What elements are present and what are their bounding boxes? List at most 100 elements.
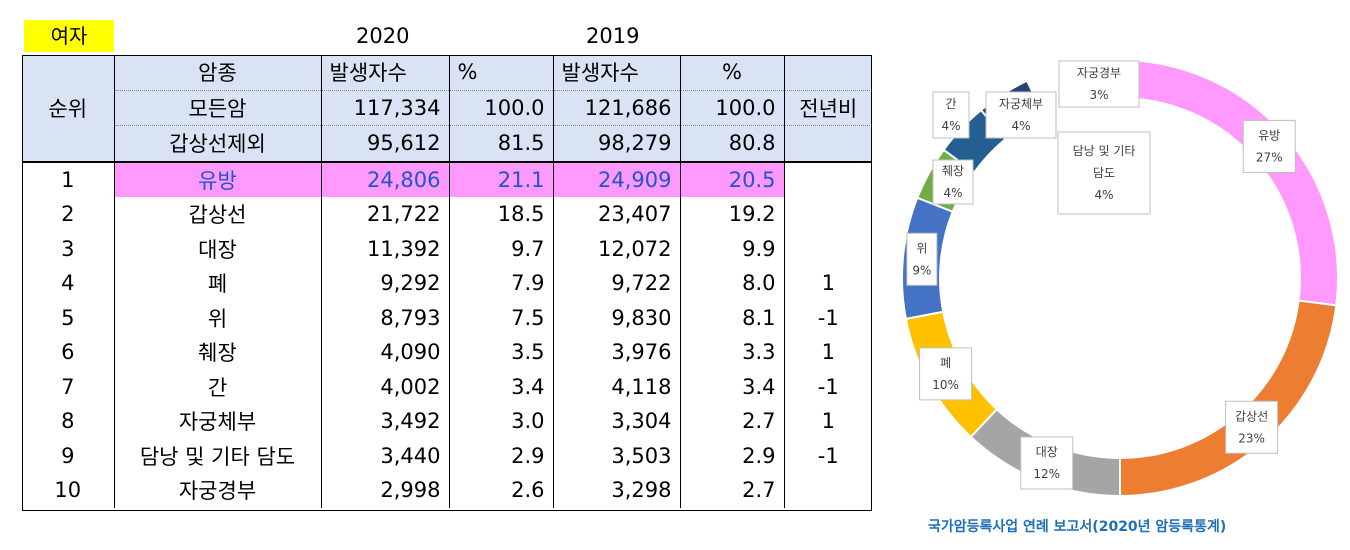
count-2020-cell: 3,492: [320, 404, 449, 439]
year-2019-label: 2019: [586, 24, 640, 48]
data-label-category: 자궁경부: [1077, 66, 1121, 80]
pct-2019-header: %: [679, 55, 784, 91]
count-2019-cell: 9,722: [552, 266, 680, 301]
cancer-incidence-table: 암종 발생자수 % 발생자수 % 순위 모든암 117,334 100.0 12…: [22, 55, 872, 508]
table-row: 1 유방 24,806 21.1 24,909 20.5: [22, 161, 872, 197]
table-row: 2 갑상선 21,722 18.5 23,407 19.2: [22, 197, 872, 232]
data-label-box: [1242, 119, 1296, 173]
summary-name: 모든암: [113, 90, 321, 126]
pct-2020-cell: 2.6: [448, 473, 553, 508]
cancer-name-cell: 자궁체부: [113, 404, 321, 439]
table-row: 6 췌장 4,090 3.5 3,976 3.3 1: [22, 335, 872, 370]
count-2019-cell: 3,298: [552, 473, 680, 508]
count-2020-cell: 21,722: [320, 197, 449, 232]
data-label: 폐 10%: [919, 347, 973, 401]
change-cell: [783, 197, 872, 232]
change-cell: -1: [783, 369, 872, 404]
table-row: 5 위 8,793 7.5 9,830 8.1 -1: [22, 300, 872, 335]
data-label-value: 12%: [1033, 467, 1060, 481]
data-label-value: 4%: [941, 119, 960, 133]
rank-cell: 8: [61, 409, 75, 434]
data-label: 간 4%: [932, 91, 970, 139]
summary-count-2020: 117,334: [320, 90, 449, 126]
rank-cell: 9: [61, 443, 75, 468]
change-cell: 1: [783, 266, 872, 301]
count-2019-cell: 3,503: [552, 438, 680, 473]
count-2020-cell: 11,392: [320, 231, 449, 266]
change-cell: 1: [783, 404, 872, 439]
source-caption: 국가암등록사업 연례 보고서(2020년 암등록통계): [928, 519, 1227, 535]
data-label-category: 위: [916, 241, 927, 255]
summary-pct-2019: 100.0: [679, 90, 784, 126]
data-label-value: 3%: [1089, 88, 1108, 102]
table-row: 10 자궁경부 2,998 2.6 3,298 2.7: [22, 473, 872, 508]
rank-cell: 6: [61, 340, 75, 365]
count-2019-cell: 3,976: [552, 335, 680, 370]
count-2020-header: 발생자수: [320, 55, 449, 91]
count-2019-cell: 24,909: [552, 161, 680, 197]
pct-2019-cell: 19.2: [679, 197, 784, 232]
data-label-value: 4%: [1011, 119, 1030, 133]
pct-2020-cell: 7.9: [448, 266, 553, 301]
summary-row: 순위 모든암 117,334 100.0 121,686 100.0 전년비: [22, 90, 872, 126]
cancer-name-cell: 간: [113, 369, 321, 404]
pct-2020-cell: 7.5: [448, 300, 553, 335]
cancer-name-cell: 갑상선: [113, 197, 321, 232]
count-2019-cell: 9,830: [552, 300, 680, 335]
data-label-category: 자궁체부: [999, 97, 1043, 111]
data-label: 자궁경부 3%: [1058, 60, 1140, 108]
change-header-bottom: [783, 125, 872, 163]
count-2020-cell: 2,998: [320, 473, 449, 508]
count-2019-cell: 12,072: [552, 231, 680, 266]
data-label-category: 폐: [940, 356, 951, 370]
pct-2019-cell: 2.7: [679, 404, 784, 439]
count-2020-cell: 4,002: [320, 369, 449, 404]
summary-count-2020: 95,612: [320, 125, 449, 163]
data-label-value: 23%: [1238, 431, 1265, 445]
data-label-category: 담낭 및 기타: [1073, 144, 1136, 158]
data-label-box: [919, 347, 973, 401]
rank-cell: 7: [61, 374, 75, 399]
cancer-name-cell: 유방: [113, 161, 321, 197]
pct-2020-cell: 3.4: [448, 369, 553, 404]
summary-count-2019: 121,686: [552, 90, 680, 126]
data-label: 췌장 4%: [932, 159, 974, 205]
data-label: 대장 12%: [1020, 436, 1074, 490]
data-label-box: [985, 91, 1057, 139]
rank-cell: 2: [61, 202, 75, 227]
count-2020-cell: 9,292: [320, 266, 449, 301]
header-row: 암종 발생자수 % 발생자수 %: [22, 55, 872, 91]
pct-2020-cell: 9.7: [448, 231, 553, 266]
data-label: 위 9%: [906, 232, 938, 286]
pct-2019-cell: 2.9: [679, 438, 784, 473]
data-label-box: [1058, 60, 1140, 108]
change-cell: [783, 231, 872, 266]
table-row: 7 간 4,002 3.4 4,118 3.4 -1: [22, 369, 872, 404]
data-label-box: [1020, 436, 1074, 490]
count-2019-cell: 4,118: [552, 369, 680, 404]
pct-2020-header: %: [448, 55, 553, 91]
pct-2020-cell: 21.1: [448, 161, 553, 197]
data-label: 유방 27%: [1242, 119, 1296, 173]
count-2020-cell: 24,806: [320, 161, 449, 197]
pct-2019-cell: 20.5: [679, 161, 784, 197]
table-row: 8 자궁체부 3,492 3.0 3,304 2.7 1: [22, 404, 872, 439]
cancer-name-cell: 췌장: [113, 335, 321, 370]
pct-2019-cell: 2.7: [679, 473, 784, 508]
change-cell: [783, 161, 872, 197]
change-cell: -1: [783, 300, 872, 335]
count-2019-header: 발생자수: [552, 55, 680, 91]
rank-header-top: [22, 55, 114, 90]
rank-cell: 4: [61, 271, 75, 296]
count-2019-cell: 23,407: [552, 197, 680, 232]
pct-2020-cell: 2.9: [448, 438, 553, 473]
rank-header: 순위: [22, 90, 114, 126]
gender-label: 여자: [24, 20, 114, 52]
rank-header-bottom: [22, 125, 114, 163]
pct-2019-cell: 3.4: [679, 369, 784, 404]
data-label-value: 9%: [912, 263, 931, 277]
data-label-box: [932, 159, 974, 205]
data-label-value: 4%: [1094, 188, 1113, 202]
cancer-name-cell: 담낭 및 기타 담도: [113, 438, 321, 473]
data-label-category: 갑상선: [1235, 409, 1268, 423]
